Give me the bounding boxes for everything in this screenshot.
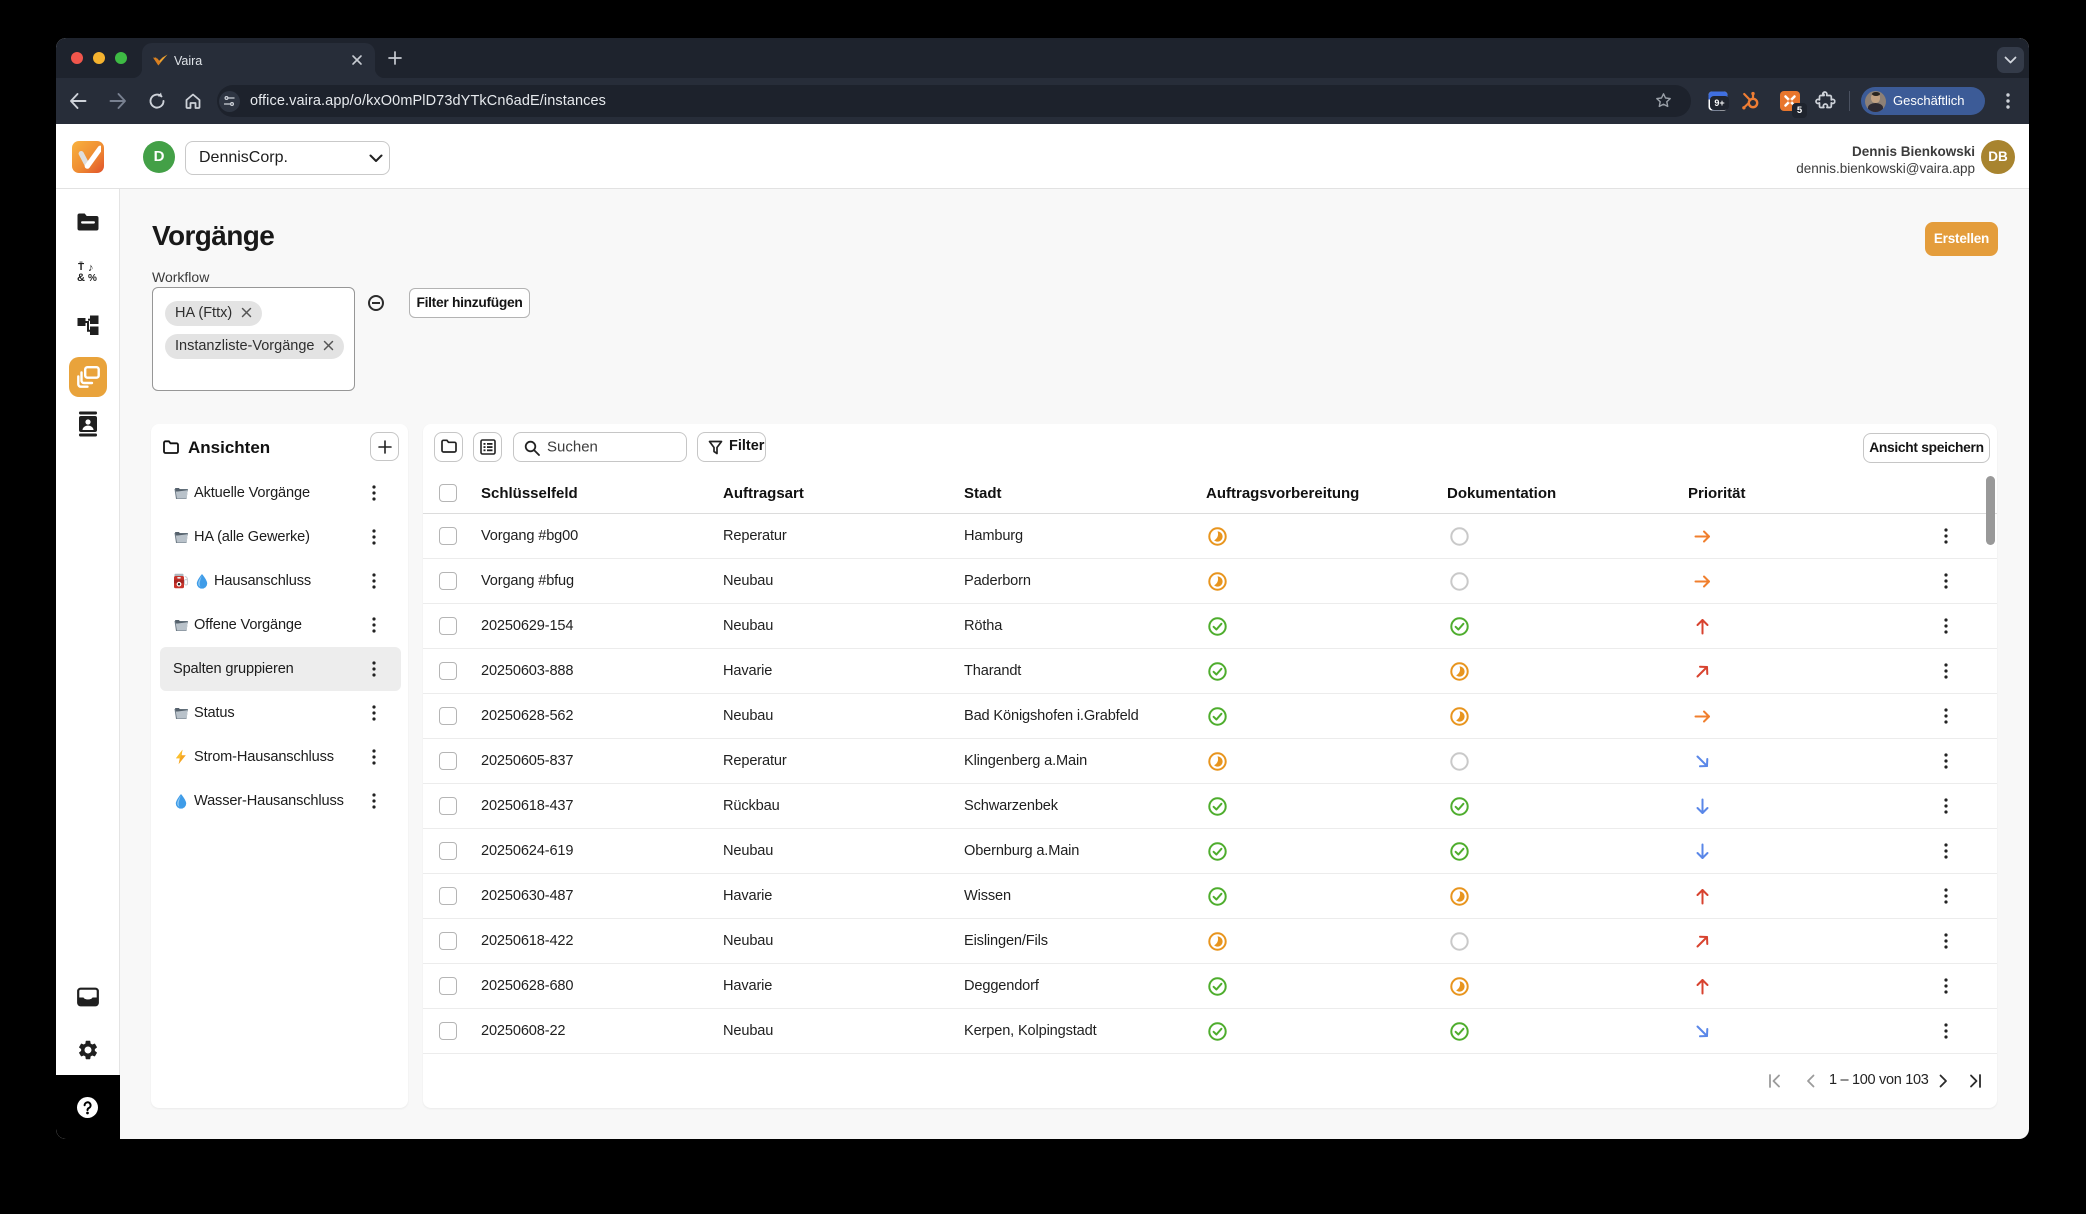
- svg-text:T̄: T̄: [78, 261, 84, 273]
- svg-text:%: %: [88, 273, 97, 283]
- svg-text:♪: ♪: [88, 262, 94, 274]
- svg-text:&: &: [77, 272, 85, 283]
